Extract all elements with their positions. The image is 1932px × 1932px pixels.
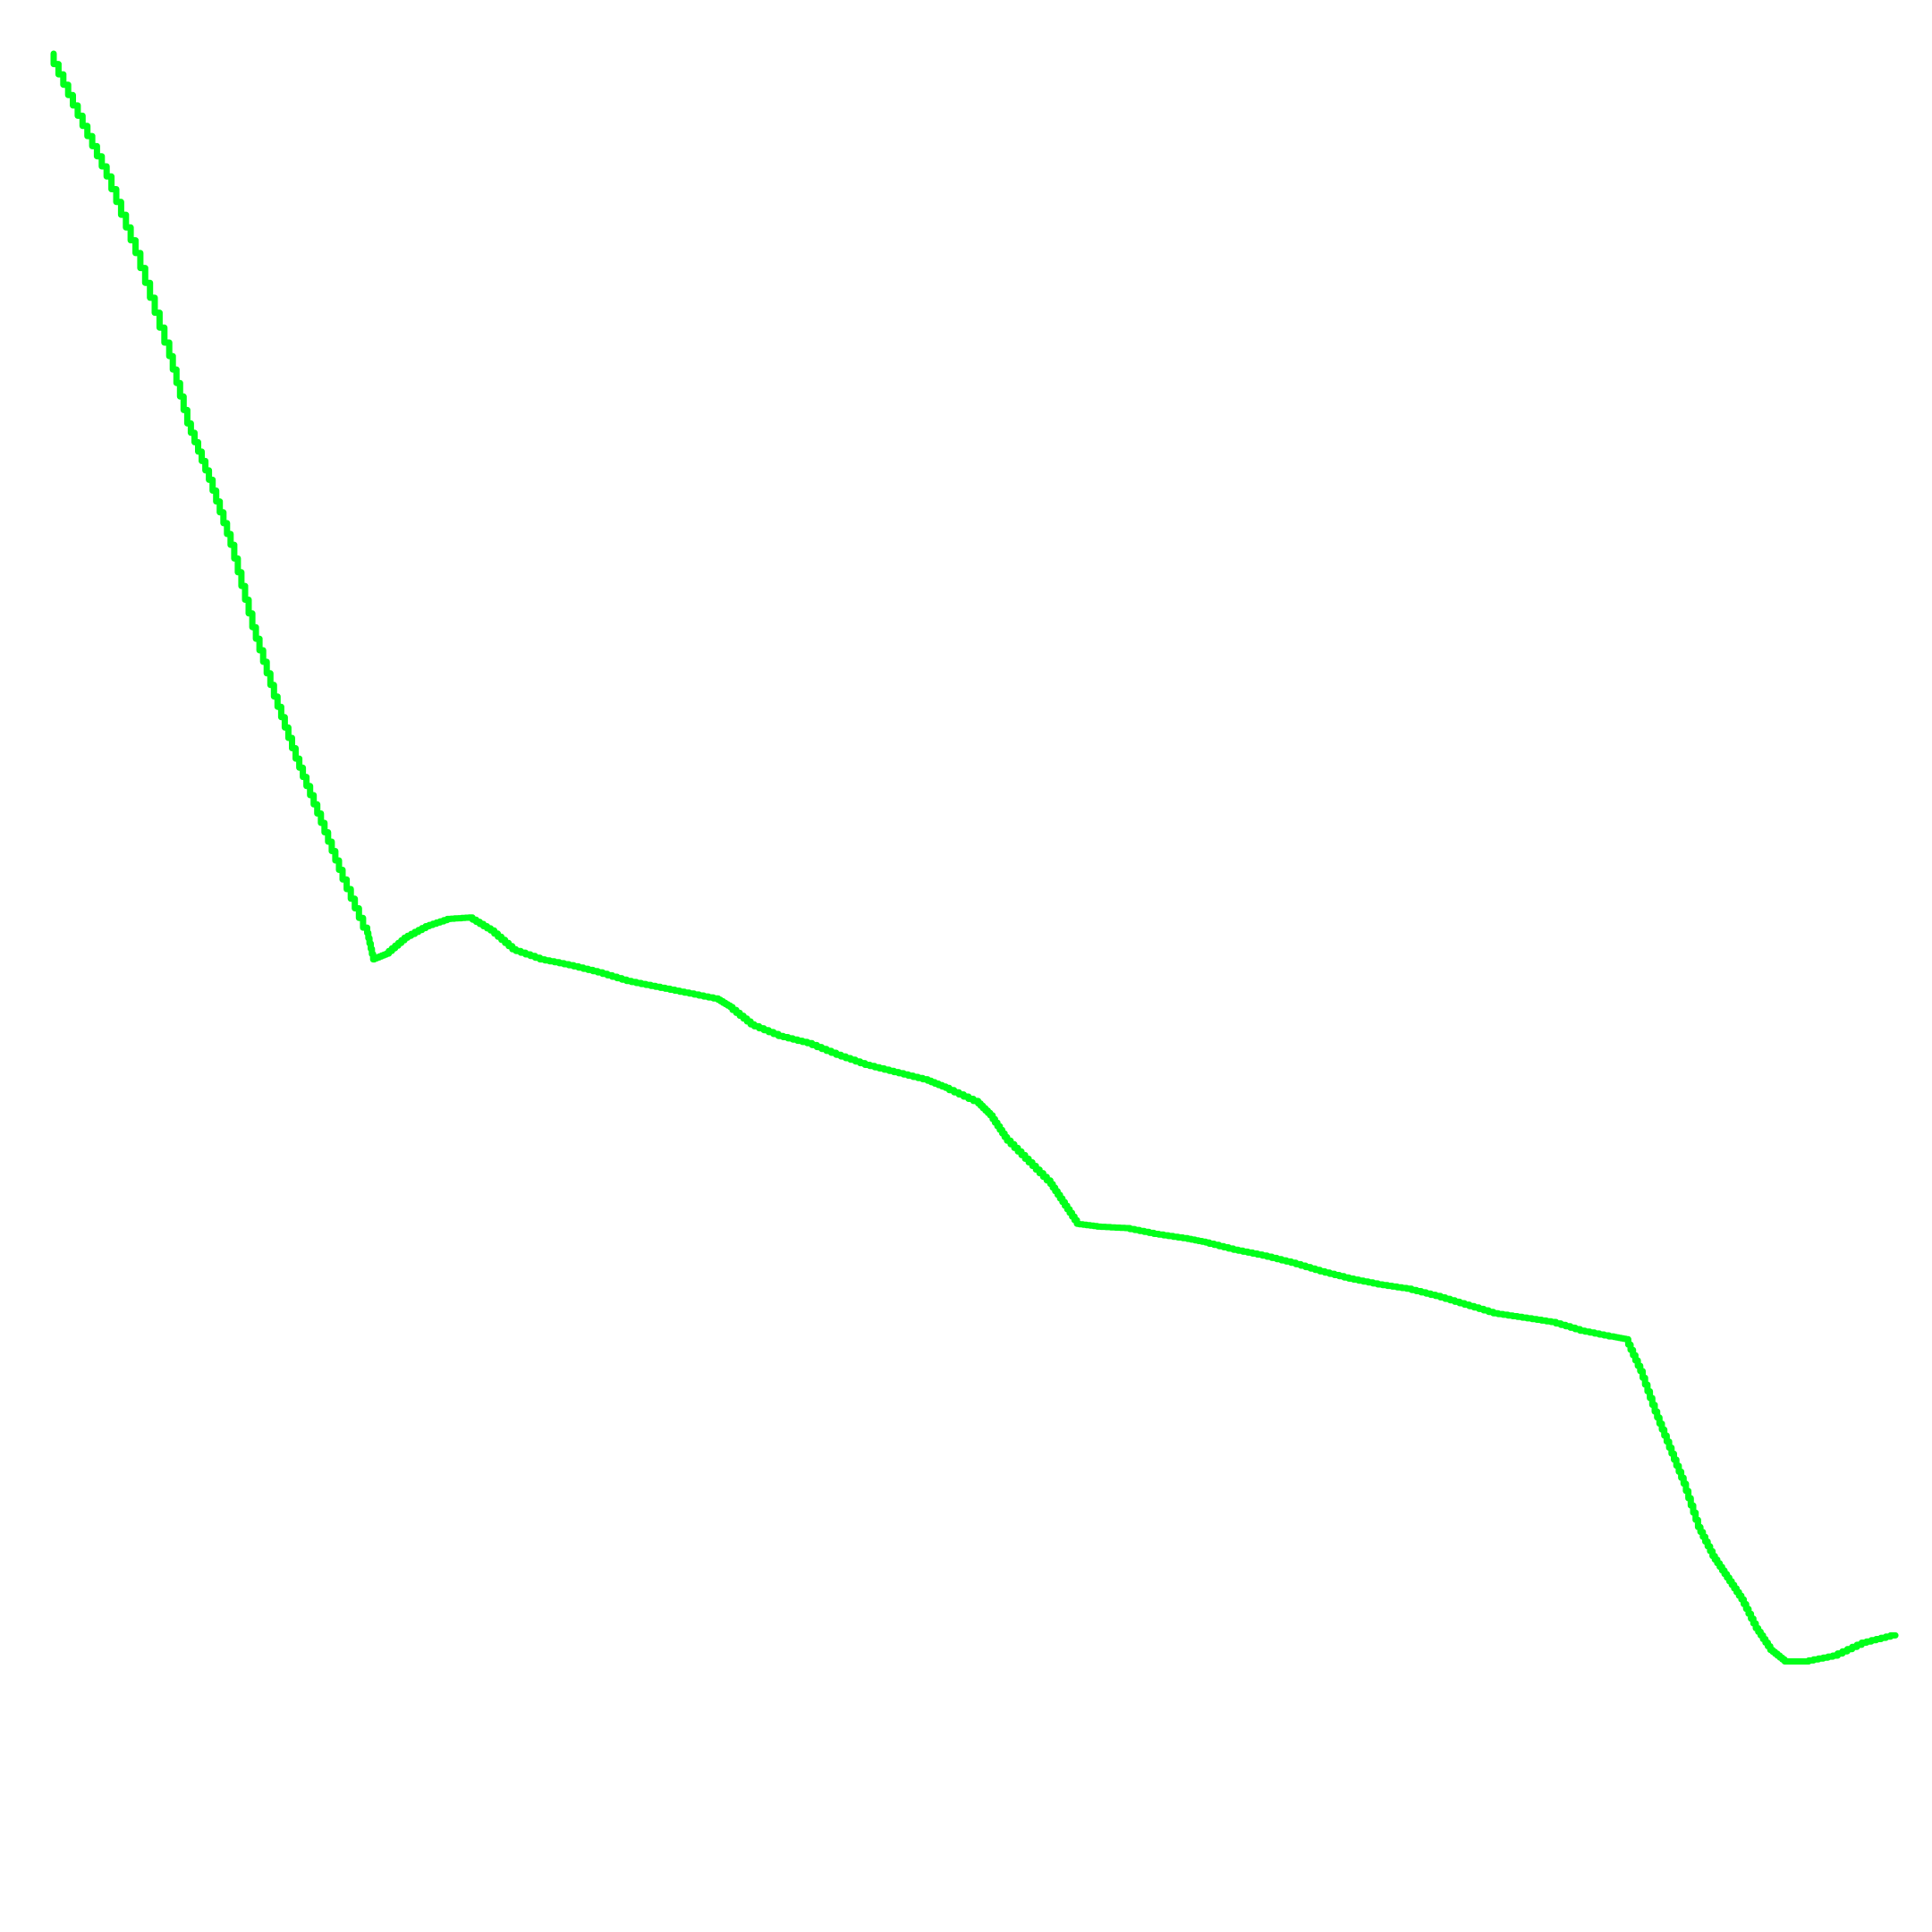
series-line-0 <box>50 50 1899 1665</box>
series-layer <box>50 50 1899 1665</box>
